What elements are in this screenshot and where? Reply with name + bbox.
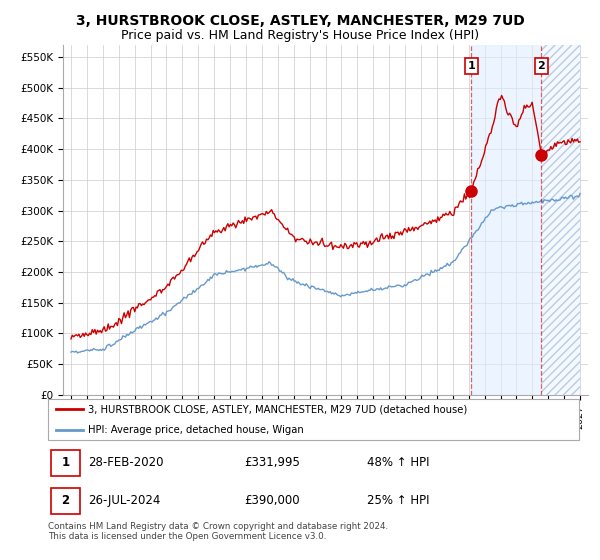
Text: Contains HM Land Registry data © Crown copyright and database right 2024.
This d: Contains HM Land Registry data © Crown c… [48,522,388,542]
Text: £390,000: £390,000 [244,494,300,507]
Bar [50,450,80,475]
Text: 2: 2 [61,494,70,507]
Text: HPI: Average price, detached house, Wigan: HPI: Average price, detached house, Wiga… [88,424,304,435]
Text: 1: 1 [467,61,475,71]
Text: 2: 2 [538,61,545,71]
Text: Price paid vs. HM Land Registry's House Price Index (HPI): Price paid vs. HM Land Registry's House … [121,29,479,42]
Bar [50,488,80,514]
Text: 3, HURSTBROOK CLOSE, ASTLEY, MANCHESTER, M29 7UD: 3, HURSTBROOK CLOSE, ASTLEY, MANCHESTER,… [76,14,524,28]
Bar [471,45,541,395]
Text: 48% ↑ HPI: 48% ↑ HPI [367,456,429,469]
Text: 25% ↑ HPI: 25% ↑ HPI [367,494,429,507]
Text: 1: 1 [61,456,70,469]
Text: £331,995: £331,995 [244,456,301,469]
Text: 3, HURSTBROOK CLOSE, ASTLEY, MANCHESTER, M29 7UD (detached house): 3, HURSTBROOK CLOSE, ASTLEY, MANCHESTER,… [88,404,467,414]
Text: 26-JUL-2024: 26-JUL-2024 [88,494,160,507]
Text: 28-FEB-2020: 28-FEB-2020 [88,456,163,469]
